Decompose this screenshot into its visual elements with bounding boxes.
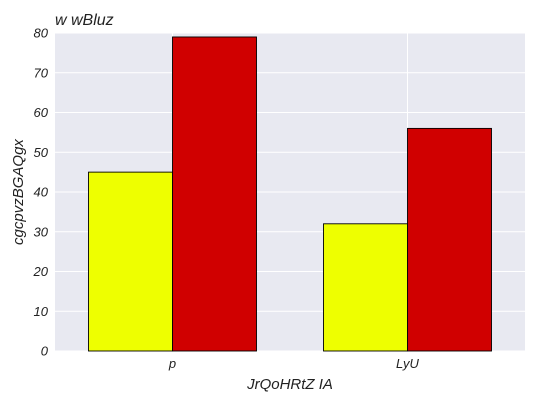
x-axis-title: JrQoHRtZ IA bbox=[246, 376, 333, 393]
y-tick-label-7: 70 bbox=[34, 65, 49, 80]
chart-title: w wBluz bbox=[55, 12, 114, 29]
y-tick-label-5: 50 bbox=[34, 145, 49, 160]
y-axis-title: cgcpvzBGAQgx bbox=[10, 139, 27, 245]
bar-series0-cat1 bbox=[323, 223, 408, 352]
y-tick-label-8: 80 bbox=[34, 26, 49, 41]
y-tick-label-3: 30 bbox=[34, 224, 49, 239]
bars bbox=[88, 36, 492, 352]
y-tick-label-2: 20 bbox=[33, 264, 49, 279]
x-tick-label-1: LyU bbox=[396, 356, 419, 371]
x-axis-ticks: p LyU bbox=[168, 356, 420, 371]
bar-series1-cat0 bbox=[172, 36, 257, 352]
y-tick-label-4: 40 bbox=[34, 185, 49, 200]
bar-series0-cat0 bbox=[88, 171, 173, 352]
y-tick-label-6: 60 bbox=[34, 105, 49, 120]
y-axis-ticks: 0 10 20 30 40 50 60 70 80 bbox=[33, 26, 49, 359]
y-tick-label-0: 0 bbox=[41, 344, 49, 359]
y-tick-label-1: 10 bbox=[34, 304, 49, 319]
bar-series1-cat1 bbox=[407, 127, 492, 352]
x-tick-label-0: p bbox=[168, 356, 176, 371]
